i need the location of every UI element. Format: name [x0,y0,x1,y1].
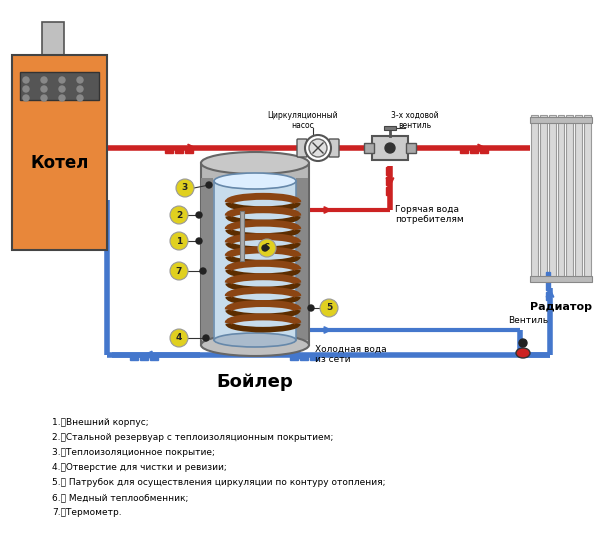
Bar [386,177,390,185]
Bar [185,149,193,153]
Circle shape [23,86,29,92]
Circle shape [320,299,338,317]
Bar [175,149,183,153]
Circle shape [519,339,527,347]
Circle shape [170,262,188,280]
Circle shape [200,268,206,274]
Circle shape [170,232,188,250]
Bar [530,276,592,282]
Circle shape [23,77,29,83]
Bar [386,167,390,175]
Text: 7.	Термометр.: 7. Термометр. [52,508,122,517]
FancyBboxPatch shape [329,139,339,157]
Circle shape [305,135,331,161]
Text: 3-х ходовой
вентиль: 3-х ходовой вентиль [391,111,439,130]
Text: Холодная вода
из сети: Холодная вода из сети [315,345,386,364]
Bar [546,282,550,290]
Text: 2: 2 [176,210,182,220]
Circle shape [59,86,65,92]
Bar [130,356,138,360]
Text: Радиатор: Радиатор [530,302,592,312]
Circle shape [309,139,327,157]
Text: 3: 3 [182,183,188,193]
Bar [214,181,296,340]
Bar [566,115,573,280]
Bar [575,115,582,280]
Circle shape [258,239,276,257]
Circle shape [206,182,212,188]
Ellipse shape [516,348,530,358]
Text: 4.	Отверстие для чистки и ревизии;: 4. Отверстие для чистки и ревизии; [52,463,227,472]
Circle shape [77,95,83,101]
Circle shape [77,77,83,83]
Circle shape [170,206,188,224]
Ellipse shape [214,333,296,347]
Bar [549,115,556,280]
Text: Бойлер: Бойлер [217,373,293,391]
Bar [364,143,374,153]
Bar [386,187,390,195]
Text: 1.	Внешний корпус;: 1. Внешний корпус; [52,418,149,427]
Circle shape [77,86,83,92]
Bar [42,22,64,60]
Circle shape [196,238,202,244]
Text: Горячая вода
потребителям: Горячая вода потребителям [395,205,464,224]
Bar [584,115,591,280]
Circle shape [59,77,65,83]
Text: 5: 5 [326,303,332,313]
Circle shape [41,95,47,101]
Text: 3.	Теплоизоляционное покрытие;: 3. Теплоизоляционное покрытие; [52,448,215,457]
Text: Циркуляционный
насос: Циркуляционный насос [268,111,338,130]
Circle shape [262,245,268,251]
Bar [546,272,550,280]
Circle shape [41,86,47,92]
Text: Котел: Котел [31,153,89,172]
Bar [12,55,107,250]
Bar [470,149,478,153]
Circle shape [23,95,29,101]
Ellipse shape [201,152,309,174]
Circle shape [196,212,202,218]
Text: Вентиль: Вентиль [508,316,548,325]
Text: 6: 6 [264,244,270,252]
FancyBboxPatch shape [297,139,307,157]
Bar [372,136,408,160]
Bar [546,292,550,300]
Bar [296,178,308,340]
Circle shape [308,305,314,311]
Bar [201,178,213,340]
Ellipse shape [214,173,296,189]
Bar [384,126,396,130]
Bar [20,72,99,100]
Bar [240,211,244,261]
Bar [201,163,309,345]
Text: 5.	 Патрубок для осуществления циркуляции по контуру отопления;: 5. Патрубок для осуществления циркуляции… [52,478,386,487]
Text: 2.	Стальной резервуар с теплоизоляционным покрытием;: 2. Стальной резервуар с теплоизоляционны… [52,433,334,442]
Bar [480,149,488,153]
Text: 6.	 Медный теплообменник;: 6. Медный теплообменник; [52,493,188,502]
Bar [290,356,298,360]
Bar [530,117,592,123]
Bar [140,356,148,360]
Bar [460,149,468,153]
Circle shape [203,335,209,341]
Bar [150,356,158,360]
Ellipse shape [201,334,309,356]
Text: 4: 4 [176,334,182,343]
Text: 1: 1 [176,237,182,245]
Circle shape [176,179,194,197]
Circle shape [59,95,65,101]
Circle shape [170,329,188,347]
Bar [557,115,565,280]
Bar [540,115,547,280]
Text: 7: 7 [176,266,182,275]
Circle shape [41,77,47,83]
Circle shape [385,143,395,153]
Bar [310,356,318,360]
Bar [165,149,173,153]
Bar [531,115,538,280]
Bar [300,356,308,360]
Bar [406,143,416,153]
